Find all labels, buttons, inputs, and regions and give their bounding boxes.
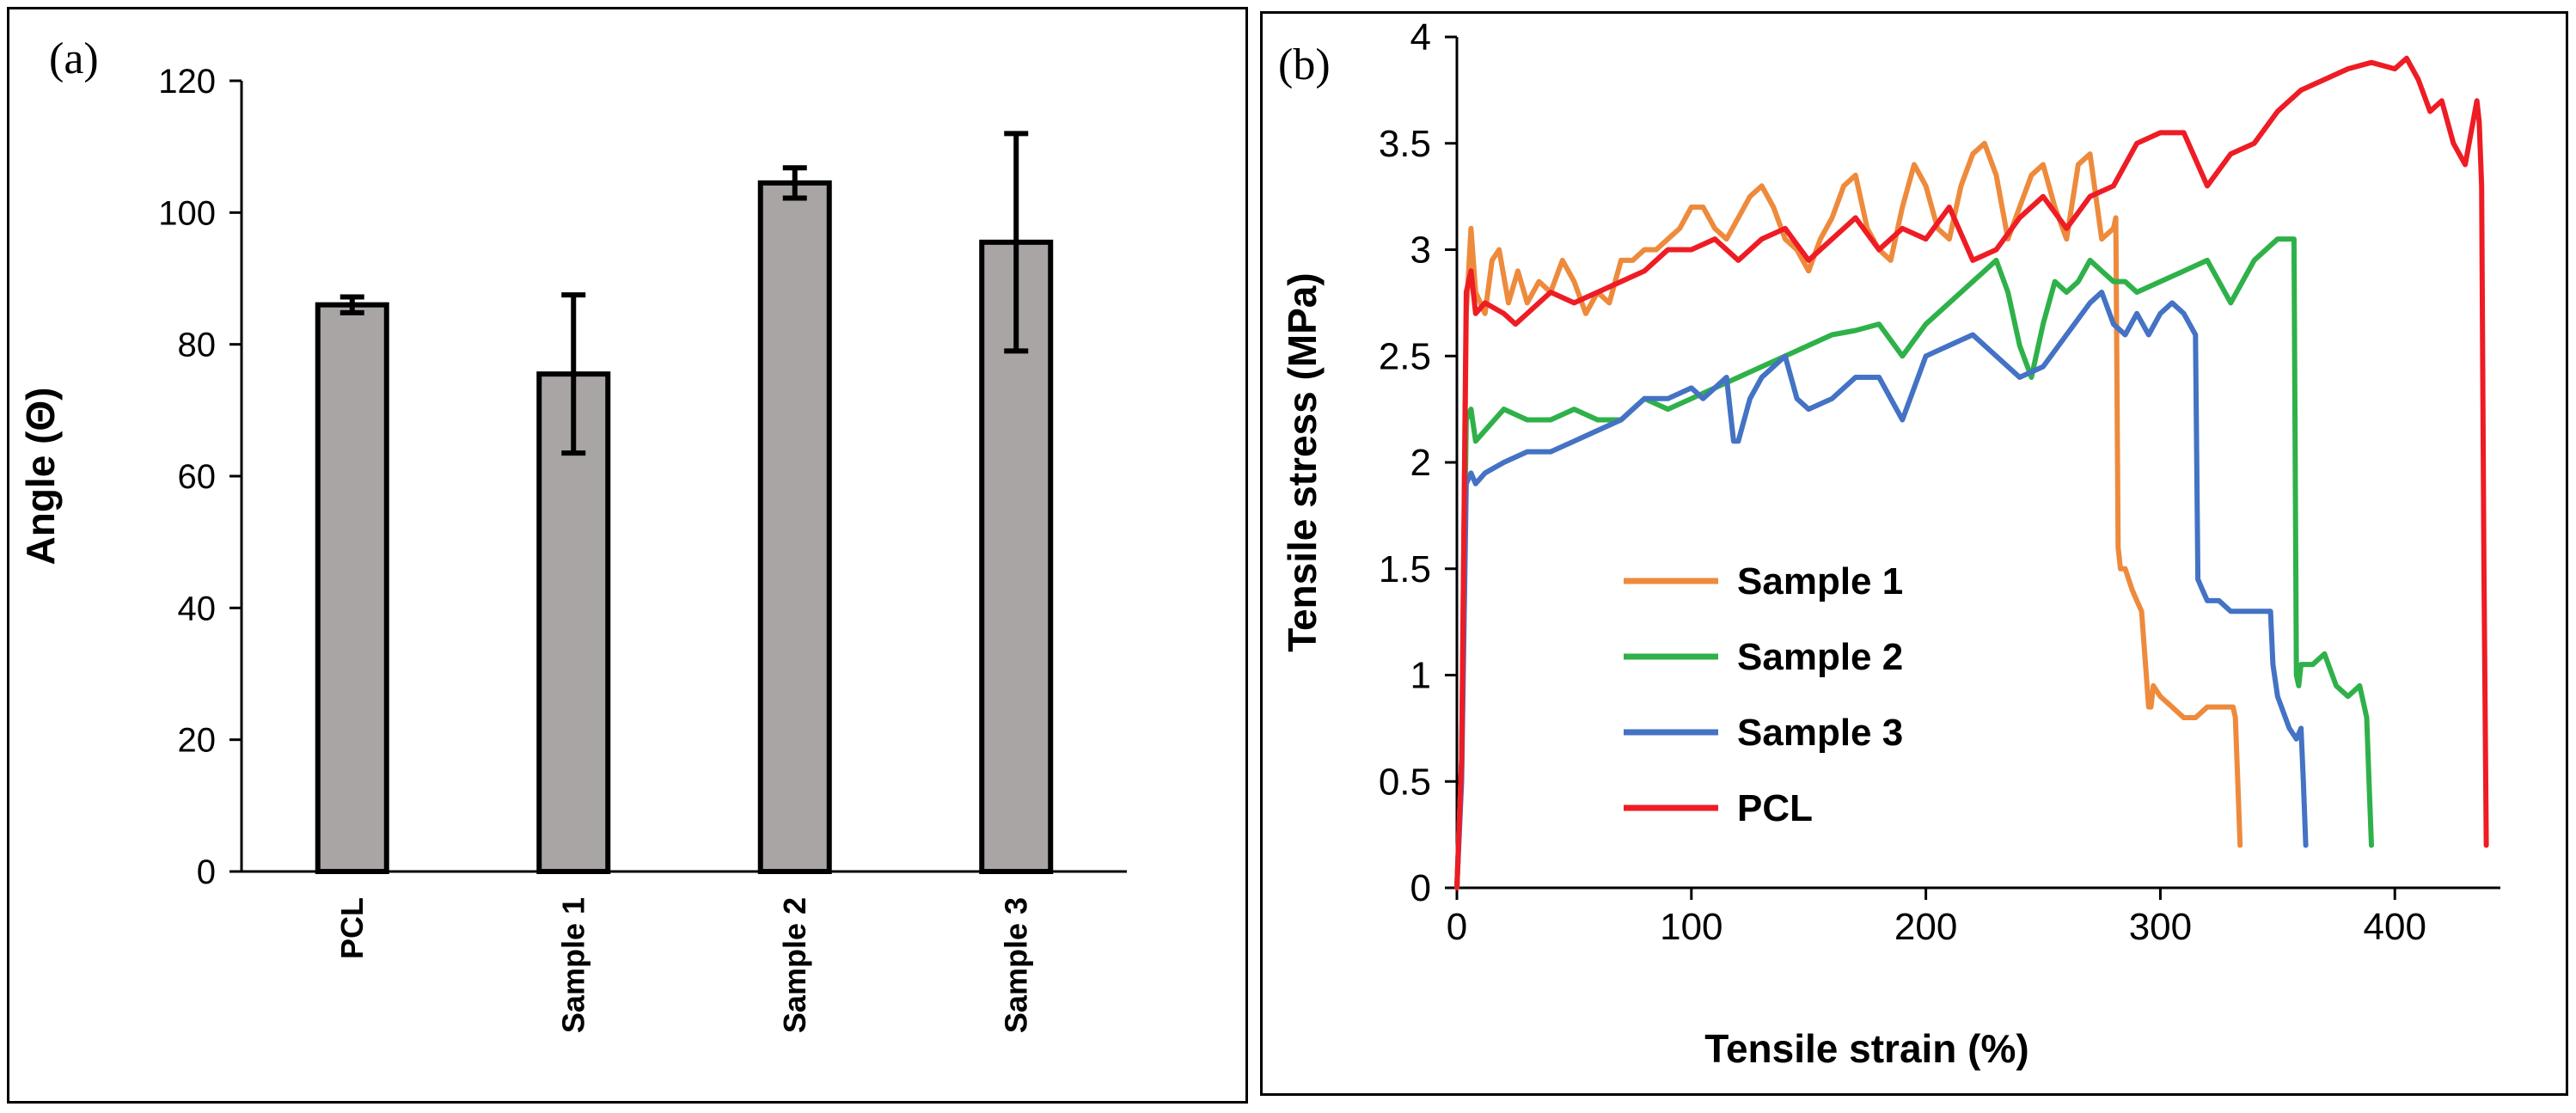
y-tick-label: 120 xyxy=(158,63,216,101)
x-category-label: Sample 3 xyxy=(998,897,1033,1033)
y-axis-title: Angle (Θ) xyxy=(18,388,63,566)
y-tick-label: 100 xyxy=(158,194,216,232)
bar-chart: 0 20 40 60 80 100 120 Angle (Θ) PCL Sample 1 Sampl… xyxy=(18,63,1127,1033)
panel-b: (b) 0 0.5 1 1.5 2 2.5 3 3.5 4 0 100 200 300 400 Tensil… xyxy=(1260,11,2568,1096)
bar-sample-1 xyxy=(536,371,611,874)
x-tick-label: 0 xyxy=(1447,906,1467,948)
y-tick-label: 80 xyxy=(178,327,217,364)
legend-label: Sample 3 xyxy=(1737,712,1903,754)
bar-pcl xyxy=(315,302,389,874)
y-tick-label: 2.5 xyxy=(1379,335,1431,377)
bar-sample-2 xyxy=(757,180,832,875)
series-line-sample-1 xyxy=(1454,140,2243,890)
x-tick-label: 100 xyxy=(1660,906,1722,948)
y-tick-label: 1 xyxy=(1410,655,1431,697)
series-line-sample-2 xyxy=(1454,236,2374,890)
panel-b-label: (b) xyxy=(1278,40,1331,89)
y-tick-label: 1.5 xyxy=(1379,548,1431,590)
x-category-label: Sample 2 xyxy=(777,897,812,1033)
series-line-sample-3 xyxy=(1454,290,2309,890)
legend-label: Sample 1 xyxy=(1737,560,1903,602)
y-tick-label: 3.5 xyxy=(1379,123,1431,165)
series-line-pcl xyxy=(1454,55,2489,890)
y-tick-label: 40 xyxy=(178,590,217,627)
y-tick-label: 4 xyxy=(1410,16,1431,58)
line-chart: 0 0.5 1 1.5 2 2.5 3 3.5 4 0 100 200 300 400 Tensile st… xyxy=(1280,16,2500,1071)
x-category-label: PCL xyxy=(334,897,370,959)
y-tick-label: 0 xyxy=(197,853,216,891)
x-axis-title: Tensile strain (%) xyxy=(1704,1026,2028,1071)
y-tick-label: 0.5 xyxy=(1379,761,1431,803)
x-tick-label: 400 xyxy=(2364,906,2426,948)
legend-label: Sample 2 xyxy=(1737,636,1903,678)
y-axis-title: Tensile stress (MPa) xyxy=(1280,272,1325,651)
y-tick-label: 60 xyxy=(178,458,217,496)
y-tick-label: 0 xyxy=(1410,867,1431,909)
y-tick-label: 2 xyxy=(1410,442,1431,484)
y-tick-label: 3 xyxy=(1410,229,1431,272)
panel-a-label: (a) xyxy=(49,34,99,83)
x-category-label: Sample 1 xyxy=(555,897,590,1033)
x-tick-label: 300 xyxy=(2129,906,2192,948)
legend-label: PCL xyxy=(1737,787,1813,829)
y-tick-label: 20 xyxy=(178,722,217,760)
panel-a: (a) 0 20 40 60 80 100 120 Angle (Θ) PCL Sample 1 S… xyxy=(7,7,1248,1104)
x-tick-label: 200 xyxy=(1894,906,1957,948)
